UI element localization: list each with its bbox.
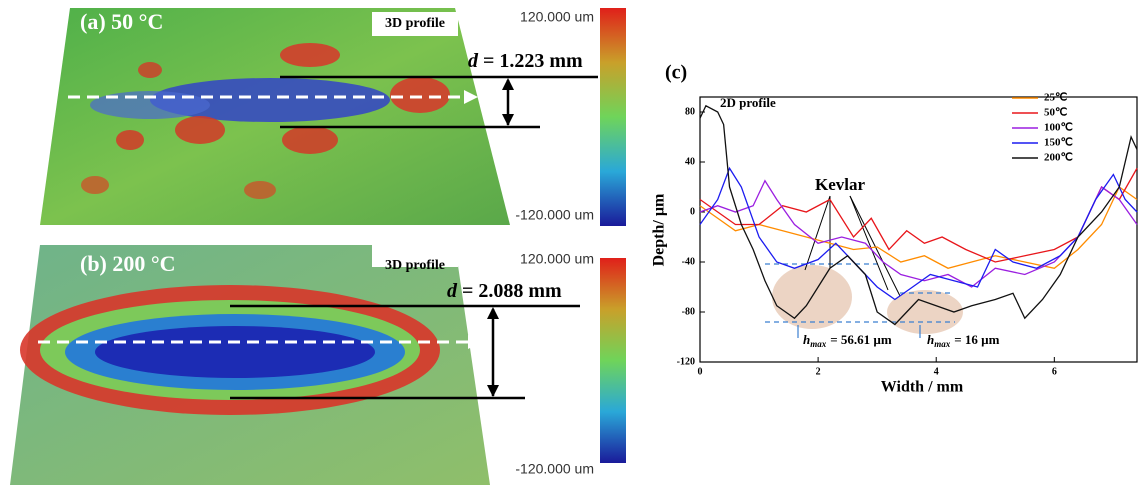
x-tick-label: 4: [934, 366, 939, 377]
color-bar: [600, 258, 626, 463]
y-tick-label: 40: [685, 156, 695, 167]
d-value: = 1.223 mm: [483, 50, 583, 72]
h-value: = 56.61 µm: [830, 332, 892, 347]
d-symbol: d: [468, 50, 479, 72]
y-tick-label: 0: [690, 206, 695, 217]
x-tick-label: 2: [816, 366, 821, 377]
d-arrowheads: [487, 78, 514, 397]
scan-arrowheads: [464, 90, 482, 349]
surface-b: [10, 245, 490, 485]
series-line: [699, 186, 1138, 269]
panel-label: (b) 200 °C: [80, 251, 176, 276]
annotation: hmax = 16 µm: [927, 332, 1000, 349]
panel-label: (a) 50 °C: [80, 9, 163, 34]
annotation: hmax = 56.61 µm: [803, 332, 892, 349]
scale-min: -120.000 um: [515, 461, 594, 477]
tag-box: [372, 12, 458, 36]
surface-a: [40, 8, 510, 225]
chart-decor: [765, 195, 963, 338]
color-bar: [600, 8, 626, 226]
h-symbol: h: [803, 332, 810, 347]
d-symbol: d: [447, 280, 458, 302]
series-line: [699, 179, 1138, 288]
scale-min: -120.000 um: [515, 207, 594, 223]
h-value: = 16 µm: [954, 332, 999, 347]
legend-label: 100℃: [1044, 122, 1073, 134]
h-subscript: max: [810, 339, 827, 349]
scale-max: 120.000 um: [520, 251, 594, 267]
legend-label: 150℃: [1044, 137, 1073, 149]
plot-frame: [699, 96, 1138, 363]
legend-label: 200℃: [1044, 152, 1073, 164]
y-axis-label: Depth/ µm: [651, 193, 668, 266]
annotation: Kevlar: [815, 175, 865, 194]
d-label: d = 2.088 mm: [447, 280, 562, 302]
y-tick-label: -40: [682, 256, 695, 267]
legend-label: 50℃: [1044, 107, 1067, 119]
x-tick-label: 6: [1052, 366, 1057, 377]
h-symbol: h: [927, 332, 934, 347]
series-line: [699, 104, 1138, 326]
d-value: = 2.088 mm: [462, 280, 562, 302]
panel-tag: 3D profile: [385, 16, 445, 31]
d-markers: [230, 75, 598, 400]
y-tick-label: 80: [685, 106, 695, 117]
subtitle: 2D profile: [720, 95, 776, 110]
d-label: d = 1.223 mm: [468, 50, 583, 72]
y-tick-label: -80: [682, 306, 695, 317]
scale-max: 120.000 um: [520, 9, 594, 25]
panel-label: (c): [665, 62, 687, 84]
panel-tag: 3D profile: [385, 258, 445, 273]
y-tick-label: -120: [677, 356, 695, 367]
x-axis-label: Width / mm: [881, 379, 964, 396]
legend-label: 25℃: [1044, 92, 1067, 104]
series-line: [699, 167, 1138, 263]
scan-lines: [38, 95, 470, 344]
x-tick-label: 0: [698, 366, 703, 377]
tag-box: [372, 243, 458, 267]
h-subscript: max: [934, 339, 951, 349]
